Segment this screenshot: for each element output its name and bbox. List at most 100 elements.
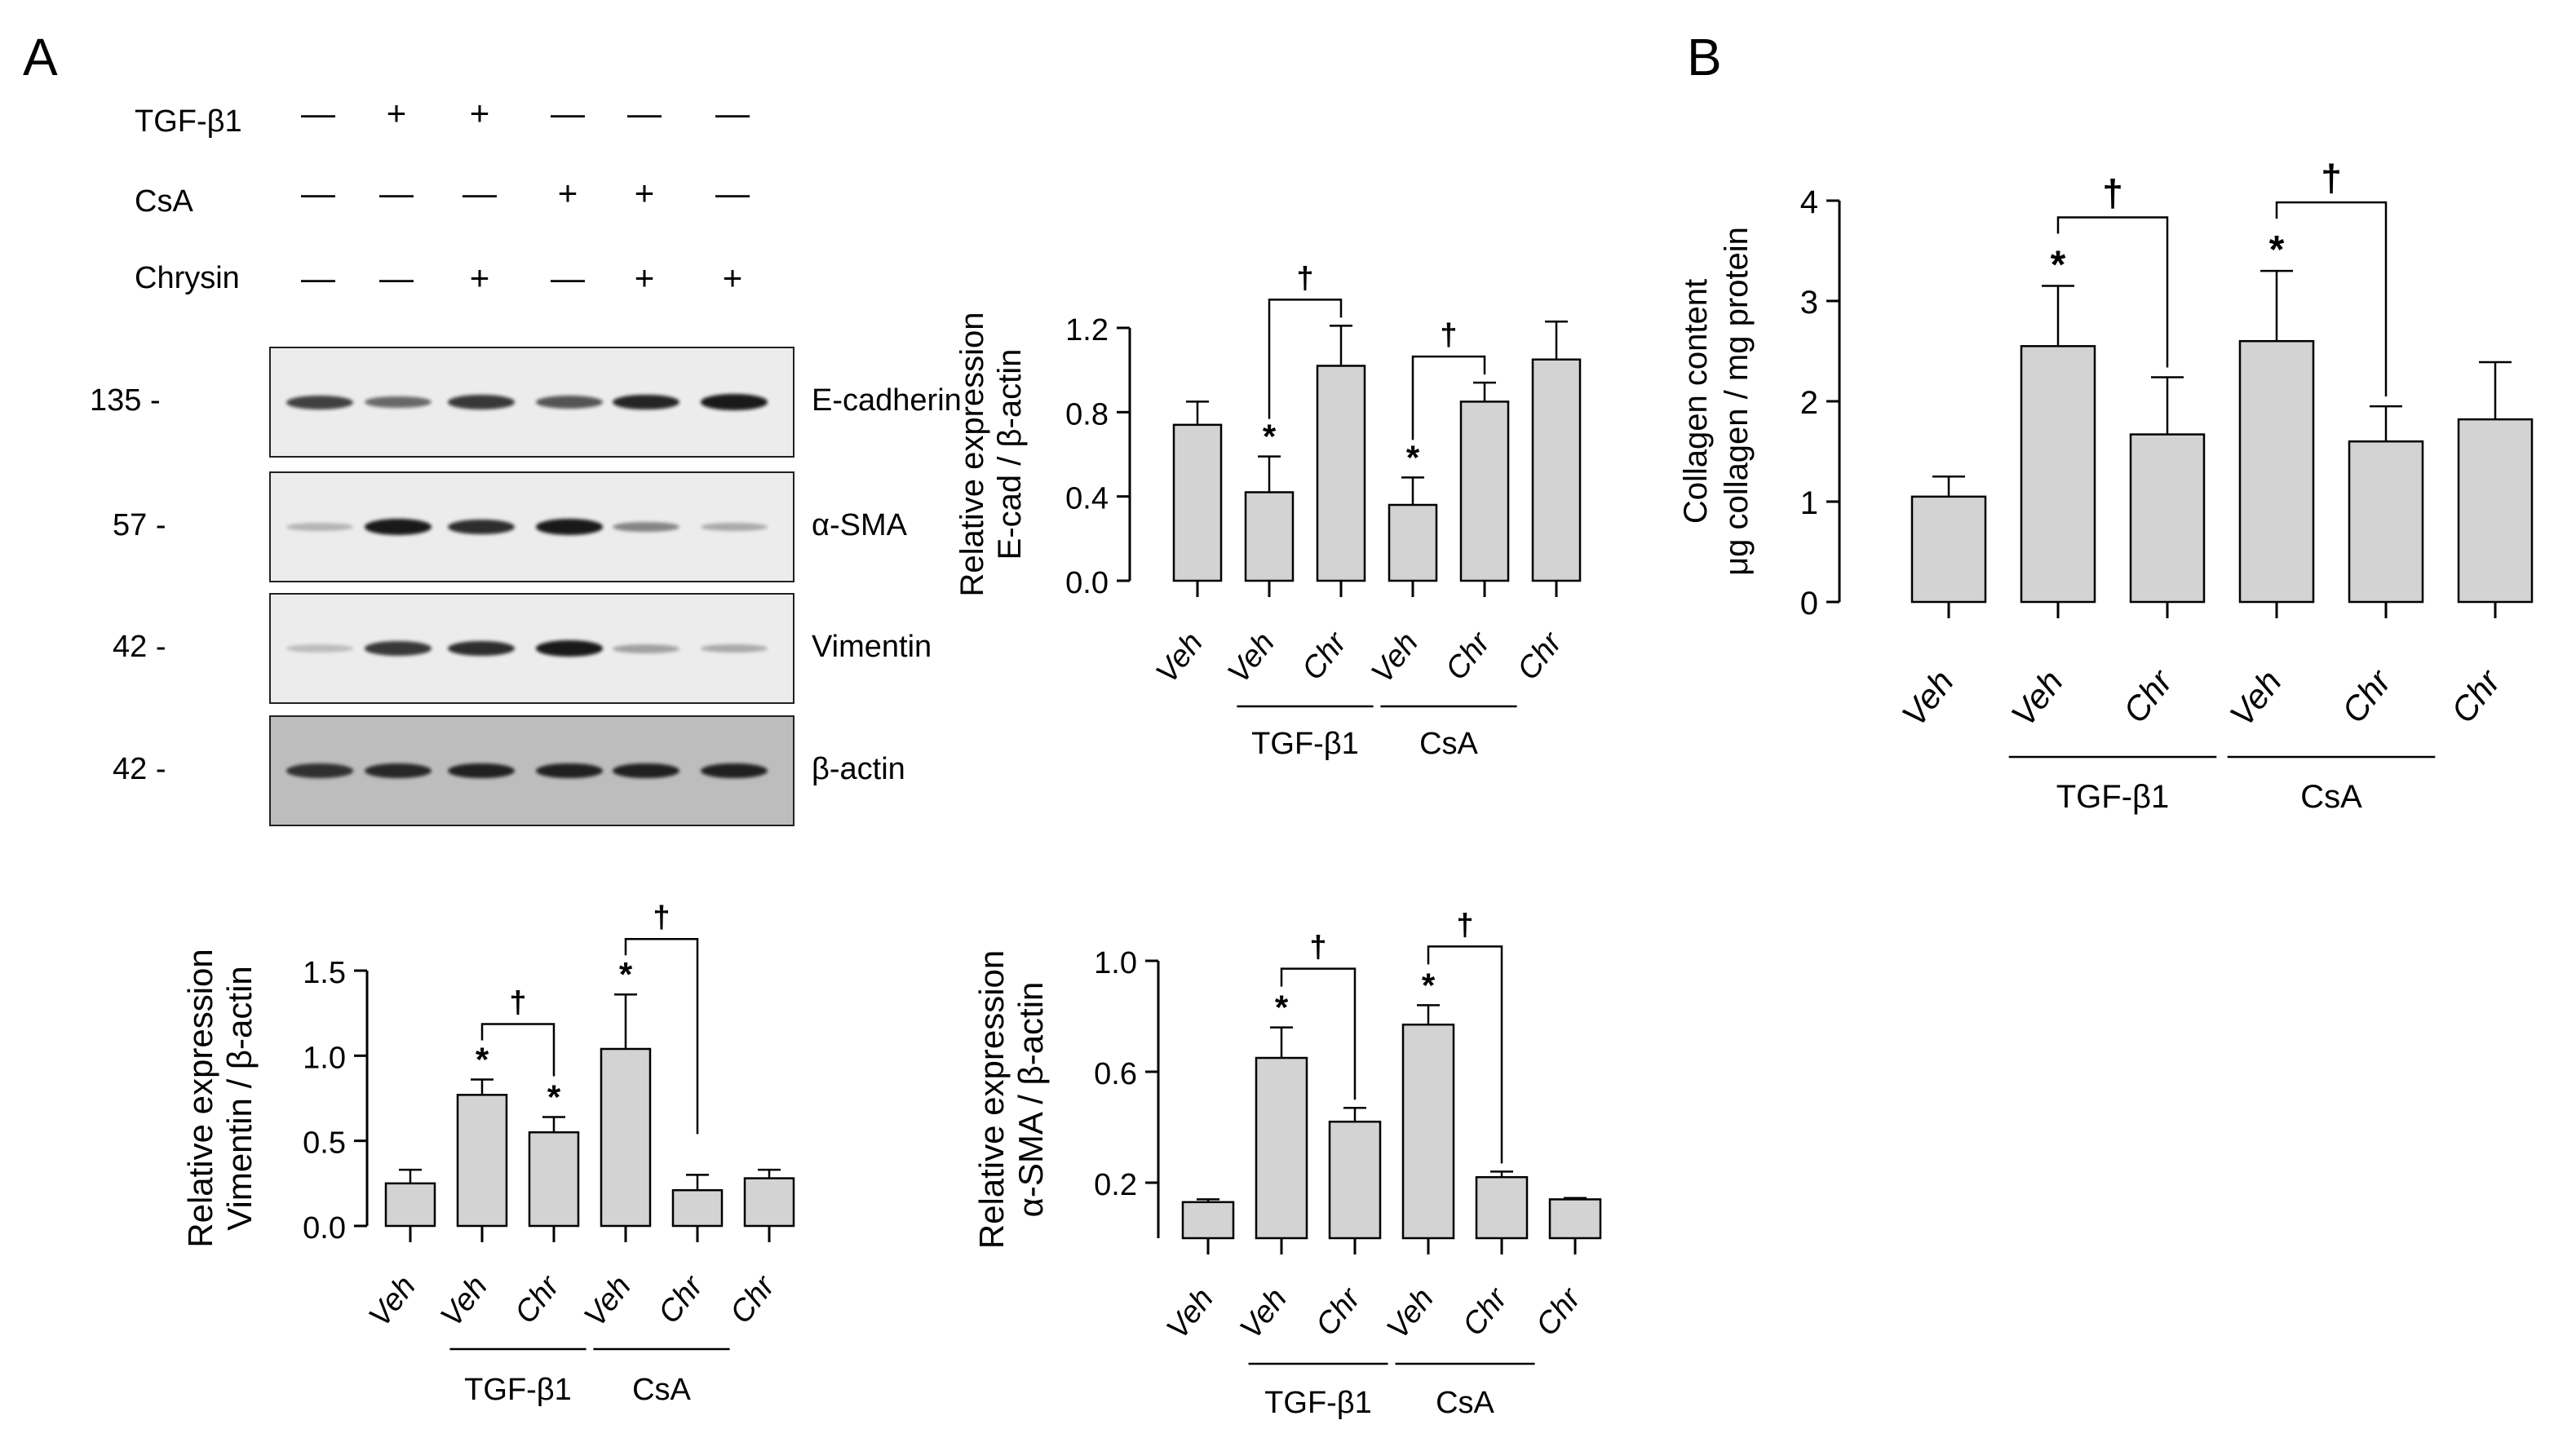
- category-label: Veh: [1149, 626, 1210, 690]
- treatment-sign: —: [627, 94, 662, 132]
- protein-label: Vimentin: [812, 630, 932, 664]
- y-axis-label: μg collagen / mg protein: [1719, 227, 1755, 576]
- molecular-weight-label: 42 -: [113, 752, 166, 786]
- blot-band: [613, 394, 679, 410]
- category-label: Chr: [2443, 661, 2508, 730]
- significance-bracket: [1411, 355, 1486, 440]
- category-label: Veh: [2222, 663, 2289, 734]
- blot-band: [701, 522, 768, 532]
- y-tick-label: 0.2: [1094, 1168, 1137, 1202]
- blot-band: [448, 519, 515, 535]
- bar: [528, 1130, 580, 1228]
- blot-band: [701, 394, 768, 410]
- group-label: TGF-β1: [464, 1373, 572, 1407]
- bar: [1244, 491, 1295, 582]
- treatment-sign: —: [551, 94, 585, 132]
- treatment-sign: +: [634, 259, 655, 297]
- protein-label: E-cadherin: [812, 383, 962, 418]
- protein-label: β-actin: [812, 752, 905, 786]
- group-label: CsA: [1436, 1386, 1494, 1420]
- treatment-sign: +: [634, 174, 655, 212]
- blot-band: [365, 641, 432, 656]
- significance-bracket: [1268, 299, 1343, 419]
- category-label: Veh: [1221, 626, 1281, 690]
- bar: [743, 1177, 795, 1228]
- bar: [1181, 1201, 1235, 1240]
- molecular-weight-label: 57 -: [113, 508, 166, 542]
- bar: [1548, 1198, 1602, 1240]
- bar: [2348, 440, 2424, 604]
- blot-band: [448, 640, 515, 657]
- bar: [1316, 365, 1366, 582]
- panel-letter-b: B: [1687, 28, 1722, 86]
- blot-strip: [269, 347, 794, 458]
- y-tick-label: 0.5: [303, 1126, 346, 1161]
- blot-band: [536, 763, 603, 779]
- blot-band: [448, 763, 515, 779]
- bar: [1910, 495, 1987, 604]
- treatment-sign: —: [379, 174, 414, 212]
- significance-mark: *: [2051, 244, 2066, 287]
- molecular-weight-label: 42 -: [113, 630, 166, 664]
- treatment-label-csa: CsA: [135, 184, 193, 219]
- group-label: TGF-β1: [1251, 727, 1359, 761]
- group-label: CsA: [2300, 779, 2362, 815]
- treatment-sign: —: [301, 174, 335, 212]
- category-label: Veh: [362, 1270, 423, 1334]
- blot-band: [286, 644, 353, 653]
- ecad-chart: Relative expression E-cad / β-actin 0.0 0.4…: [954, 261, 1582, 761]
- bar: [1475, 1175, 1529, 1240]
- bar: [2238, 339, 2315, 604]
- bracket-symbol: †: [1296, 261, 1313, 295]
- blot-band: [701, 644, 768, 653]
- y-axis-label: Relative expression: [181, 949, 219, 1248]
- y-tick-label: 0.8: [1065, 397, 1109, 431]
- y-axis-label: Vimentin / β-actin: [220, 966, 259, 1231]
- bar: [2457, 418, 2534, 604]
- y-tick-label: 1.2: [1065, 313, 1109, 347]
- y-tick-label: 1.0: [1094, 946, 1137, 980]
- bar: [1401, 1023, 1455, 1240]
- significance-bracket: [2275, 201, 2388, 397]
- significance-mark: *: [476, 1041, 489, 1079]
- treatment-sign: +: [557, 174, 578, 212]
- y-tick-label: 0: [1800, 586, 1818, 622]
- blot-band: [365, 519, 432, 535]
- treatment-sign: —: [301, 259, 335, 297]
- bracket-symbol: †: [1309, 931, 1326, 965]
- significance-mark: *: [1422, 966, 1436, 1004]
- y-axis-label: Relative expression: [972, 950, 1011, 1250]
- bracket-symbol: †: [1456, 908, 1473, 942]
- blot-strip: [269, 715, 794, 826]
- category-label: Chr: [2334, 661, 2399, 730]
- bracket-symbol: †: [2321, 157, 2342, 199]
- bar: [2020, 345, 2096, 604]
- treatment-sign: —: [379, 259, 414, 297]
- blot-strip: [269, 593, 794, 704]
- bar: [384, 1182, 436, 1228]
- significance-mark: *: [1406, 438, 1420, 476]
- blot-band: [286, 763, 353, 778]
- blot-strip: [269, 471, 794, 582]
- treatment-label-tgf: TGF-β1: [135, 104, 242, 139]
- category-label: Chr: [2115, 661, 2180, 730]
- y-tick-label: 1.0: [303, 1041, 346, 1075]
- group-label: TGF-β1: [2056, 779, 2170, 815]
- significance-bracket: [2056, 216, 2169, 368]
- y-tick-label: 0.6: [1094, 1057, 1137, 1091]
- group-label: TGF-β1: [1264, 1386, 1372, 1420]
- category-label: Veh: [2003, 663, 2070, 734]
- significance-bracket: [1280, 967, 1357, 1100]
- category-label: Veh: [1233, 1282, 1294, 1346]
- treatment-sign: —: [551, 259, 585, 297]
- protein-label: α-SMA: [812, 508, 907, 542]
- bar: [1459, 400, 1510, 582]
- category-label: Veh: [578, 1270, 638, 1334]
- treatment-sign: +: [469, 259, 490, 297]
- blot-band: [448, 395, 515, 409]
- treatment-sign: +: [722, 259, 743, 297]
- bar: [1388, 503, 1438, 582]
- blot-band: [286, 523, 353, 531]
- bar: [2129, 433, 2206, 604]
- blot-band: [613, 521, 679, 533]
